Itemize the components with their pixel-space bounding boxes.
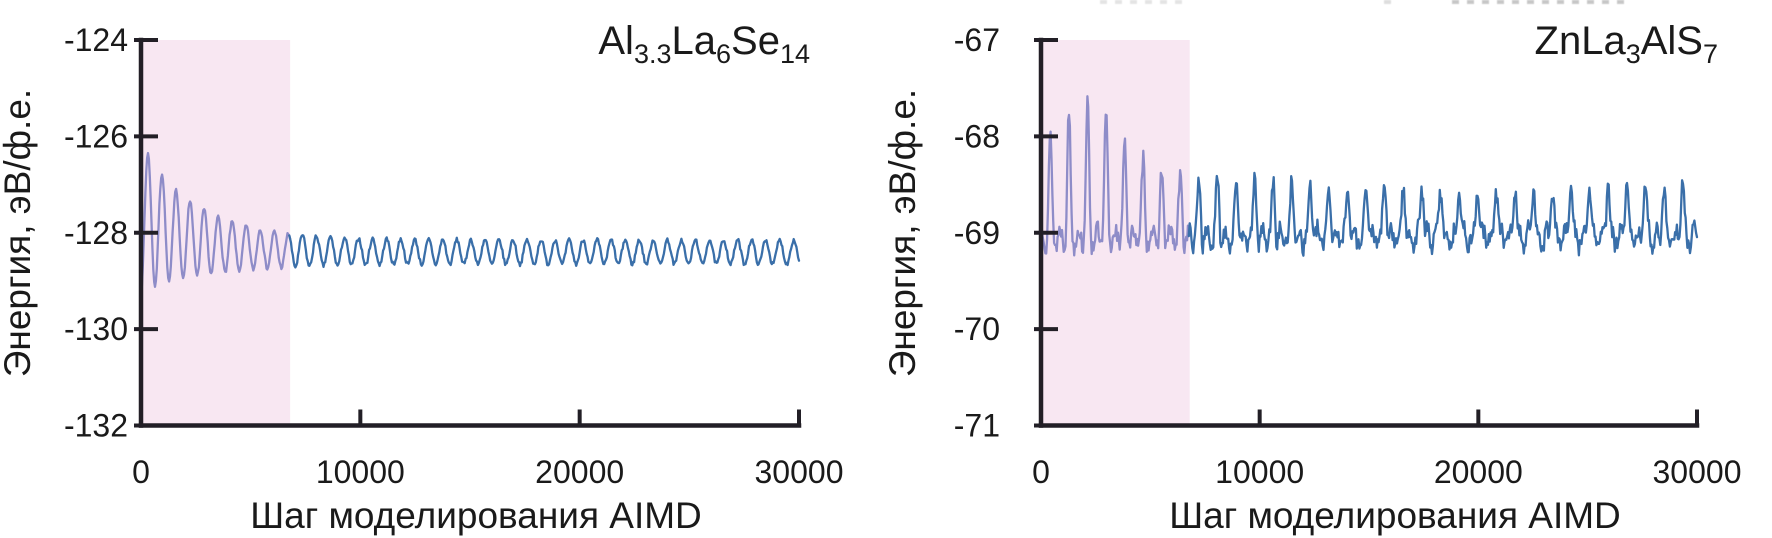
y-tick-label: -67 bbox=[954, 22, 1000, 58]
title-subscript: 6 bbox=[716, 39, 731, 69]
title-element: Al bbox=[598, 19, 634, 63]
x-axis-label: Шаг моделирования AIMD bbox=[250, 495, 702, 536]
title-element: ZnLa bbox=[1535, 19, 1627, 63]
chart-znla3als7: -67 -68 -69 -70 -71 0 10000 20000 30000 Шаг модел… bbox=[882, 0, 1772, 538]
title-element: Se bbox=[731, 19, 780, 63]
y-tick-label: -124 bbox=[64, 22, 128, 58]
cropped-text-remnant bbox=[1384, 0, 1398, 4]
title-element: AlS bbox=[1641, 19, 1703, 63]
chart-title: Al3.3La6Se14 bbox=[598, 19, 810, 69]
cropped-text-remnant bbox=[1100, 0, 1182, 4]
cropped-text-remnant bbox=[1452, 0, 1630, 4]
x-tick-label: 0 bbox=[1032, 454, 1050, 490]
energy-trace-production bbox=[288, 234, 801, 269]
chart-al33la6se14: -124 -126 -128 -130 -132 0 10000 20000 30000 Шаг … bbox=[0, 19, 844, 536]
axes bbox=[134, 37, 802, 428]
x-tick-label: 30000 bbox=[1653, 454, 1742, 490]
energy-trace-production bbox=[1187, 171, 1699, 257]
title-subscript: 7 bbox=[1703, 39, 1718, 69]
y-axis-label: Энергия, эВ/ф.е. bbox=[0, 89, 38, 377]
y-tick-label: -70 bbox=[954, 311, 1000, 347]
x-tick-label: 20000 bbox=[1434, 454, 1523, 490]
chart-title: ZnLa3AlS7 bbox=[1535, 19, 1718, 69]
y-axis-label: Энергия, эВ/ф.е. bbox=[886, 89, 923, 377]
y-tick-label: -132 bbox=[64, 408, 128, 444]
title-element: La bbox=[671, 19, 716, 63]
x-tick-label: 10000 bbox=[1215, 454, 1304, 490]
energy-trace-equilibration bbox=[139, 151, 292, 294]
title-subscript: 3 bbox=[1626, 39, 1641, 69]
energy-trace-equilibration bbox=[1039, 95, 1191, 257]
y-tick-label: -126 bbox=[64, 118, 128, 154]
axes bbox=[1034, 37, 1700, 428]
x-tick-label: 30000 bbox=[755, 454, 844, 490]
title-subscript: 3.3 bbox=[634, 39, 672, 69]
x-tick-label: 10000 bbox=[316, 454, 405, 490]
y-tick-label: -130 bbox=[64, 311, 128, 347]
y-tick-label: -128 bbox=[64, 215, 128, 251]
y-tick-label: -71 bbox=[954, 408, 1000, 444]
title-subscript: 14 bbox=[780, 39, 810, 69]
y-tick-label: -68 bbox=[954, 118, 1000, 154]
x-axis-label: Шаг моделирования AIMD bbox=[1169, 495, 1621, 536]
y-tick-label: -69 bbox=[954, 215, 1000, 251]
x-tick-label: 20000 bbox=[535, 454, 624, 490]
right-chart-svg: -67 -68 -69 -70 -71 0 10000 20000 30000 Шаг модел… bbox=[882, 19, 1742, 536]
x-tick-label: 0 bbox=[132, 454, 150, 490]
